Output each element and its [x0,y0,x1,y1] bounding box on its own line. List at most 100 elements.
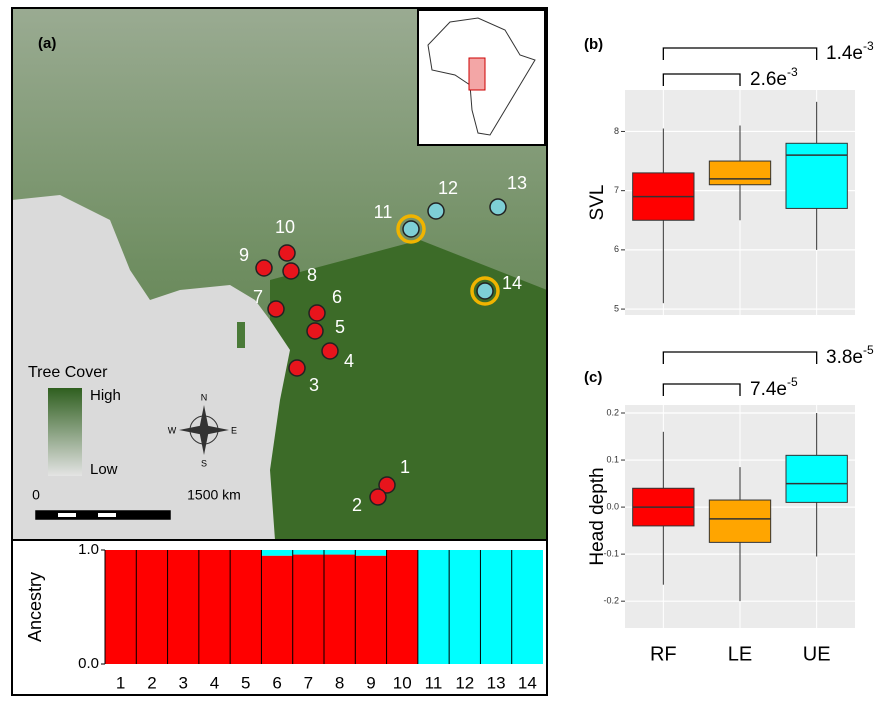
ancestry-bar [293,555,324,664]
y-tick-label: 0.2 [606,407,619,417]
x-tick-label: 11 [425,673,443,692]
x-tick-label: 6 [272,673,281,692]
island [237,322,245,348]
site [428,203,444,219]
panel-label: (c) [584,369,602,386]
x-tick-label: RF [650,643,677,665]
y-tick-label: 0.0 [606,501,619,511]
legend-ramp [48,388,82,476]
p-value-exp: -5 [787,375,798,389]
ancestry-bar [261,550,292,556]
x-tick-label: 5 [241,673,250,692]
ancestry-bar [449,550,480,664]
site-label: 3 [309,375,319,395]
ancestry-bar [355,550,386,556]
p-value-exp: -3 [787,65,798,79]
scale-bar [36,511,170,519]
site-label: 12 [438,178,458,198]
legend-title: Tree Cover [28,364,108,381]
p-value-base: 7.4e [750,379,787,400]
y-tick-label: 1.0 [78,541,99,558]
y-tick-label: 6 [614,244,619,254]
x-tick-label: UE [803,643,831,665]
site-label: 8 [307,265,317,285]
map-panel: (a) Tree Cover High Low N S E W 0 1500 k… [12,8,547,540]
x-tick-label: 8 [335,673,344,692]
legend-low: Low [90,461,118,478]
site [370,489,386,505]
site-label: 10 [275,217,295,237]
y-tick-label: 7 [614,185,619,195]
site-label: 11 [374,202,393,222]
p-value-exp: -3 [863,39,874,53]
box [786,143,847,208]
site [307,323,323,339]
significance-bracket [663,48,816,60]
y-axis-label: Head depth [587,467,608,565]
ancestry-bar [230,550,261,664]
x-tick-label: 13 [487,673,506,692]
ancestry-bar [418,550,449,664]
x-tick-label: 10 [393,673,412,692]
y-tick-label: 5 [614,303,619,313]
p-value-base: 1.4e [826,43,863,64]
site [403,221,419,237]
site-label: 9 [239,245,249,265]
box [709,500,770,542]
site [283,263,299,279]
x-tick-label: 9 [366,673,375,692]
legend-high: High [90,387,121,404]
ancestry-bar [105,550,136,664]
compass-s: S [201,458,207,468]
site-label: 14 [502,273,522,293]
ancestry-bar [324,555,355,664]
significance-bracket [663,384,740,396]
x-tick-label: 7 [304,673,313,692]
p-value: 2.6e-3 [750,65,798,90]
ancestry-bar [387,550,418,664]
scale-end: 1500 km [187,487,241,503]
site-label: 13 [507,173,527,193]
ancestry-bar [168,550,199,664]
y-tick-label: 0.1 [606,454,619,464]
y-tick-label: 8 [614,126,619,136]
p-value-base: 3.8e [826,347,863,368]
panel-label: (a) [38,35,56,52]
site-label: 4 [344,351,354,371]
compass-w: W [168,425,177,435]
significance-bracket [663,74,740,86]
box [709,161,770,185]
site-label: 6 [332,287,342,307]
site [490,199,506,215]
site [289,360,305,376]
p-value: 3.8e-5 [826,343,874,368]
y-axis-label: Ancestry [25,572,45,642]
ancestry-bar [199,550,230,664]
x-tick-label: LE [728,643,752,665]
site-label: 5 [335,317,345,337]
ancestry-bar [324,550,355,555]
p-value-base: 2.6e [750,69,787,90]
x-tick-label: 2 [147,673,156,692]
ancestry-bar [480,550,511,664]
x-tick-label: 3 [178,673,187,692]
ancestry-bar [293,550,324,555]
site [279,245,295,261]
x-tick-label: 12 [455,673,474,692]
figure: (a) Tree Cover High Low N S E W 0 1500 k… [0,0,891,700]
x-tick-label: 1 [116,673,125,692]
ancestry-bar [261,556,292,664]
site [268,301,284,317]
ancestry-bar [512,550,543,664]
site-label: 7 [253,287,263,307]
ancestry-bar [355,556,386,664]
site [477,283,493,299]
y-axis-label: SVL [587,185,608,221]
site [256,260,272,276]
x-tick-label: 4 [210,673,219,692]
compass-e: E [231,425,237,435]
site [322,343,338,359]
site-label: 1 [400,457,410,477]
significance-bracket [663,352,816,364]
scale-start: 0 [32,487,40,503]
